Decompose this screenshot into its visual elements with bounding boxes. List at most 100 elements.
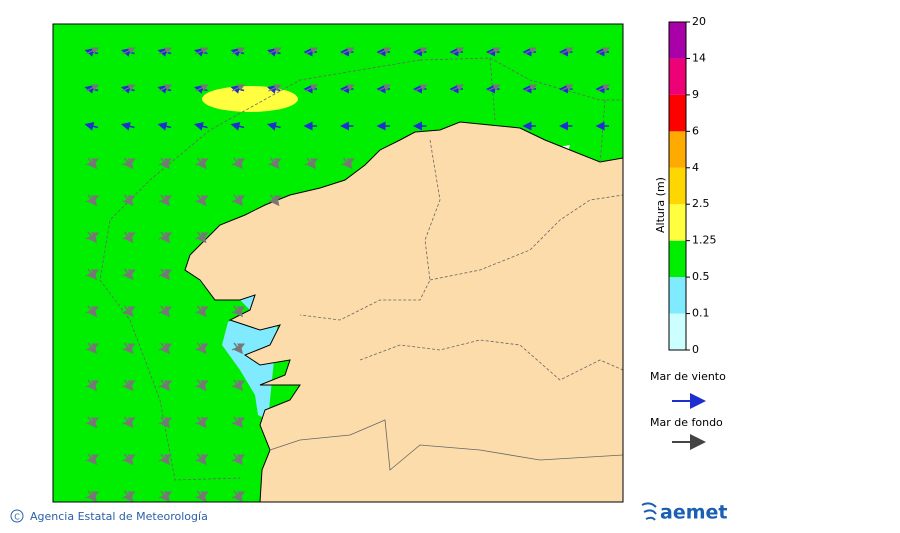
colorbar-segment (669, 204, 686, 241)
arrow (85, 454, 100, 462)
arrow (158, 417, 173, 425)
colorbar-tick-label: 6 (692, 124, 699, 137)
arrow (560, 47, 574, 55)
arrow (231, 343, 246, 351)
arrow (194, 121, 208, 131)
arrow (231, 417, 246, 425)
arrow (414, 84, 428, 92)
arrow (195, 158, 209, 166)
colorbar-tick-label: 0.5 (692, 270, 710, 283)
arrow (231, 491, 246, 499)
arrow (304, 84, 319, 92)
arrow (122, 454, 136, 462)
arrow (341, 47, 355, 55)
colorbar-segment (669, 167, 686, 205)
arrow (158, 343, 173, 351)
colorbar-segment (669, 58, 686, 95)
arrow (596, 47, 611, 55)
arrow (231, 306, 246, 314)
copyright-icon (10, 509, 24, 523)
colorbar-segment (669, 240, 686, 278)
arrow (341, 84, 355, 92)
arrow (195, 84, 209, 92)
colorbar-tick-label: 0 (692, 343, 699, 356)
arrow (85, 232, 100, 240)
arrow (157, 121, 172, 131)
arrow-field (84, 47, 611, 502)
arrow (341, 158, 355, 166)
arrow (231, 380, 246, 388)
colorbar-tick-label: 9 (692, 88, 699, 101)
logo-icon (641, 502, 657, 521)
arrow (158, 158, 173, 166)
logo-text: aemet (660, 502, 727, 524)
arrow (158, 491, 173, 499)
arrow (158, 306, 173, 314)
arrow (195, 454, 209, 462)
arrow (158, 380, 173, 388)
arrow (158, 269, 173, 277)
colorbar-segment (669, 313, 686, 350)
colorbar-segment (669, 94, 686, 132)
colorbar-tick-label: 14 (692, 51, 706, 64)
colorbar-tick-label: 20 (692, 15, 706, 28)
arrow (122, 195, 136, 203)
wave-patch (202, 86, 298, 112)
arrow (84, 121, 99, 131)
arrow (122, 232, 136, 240)
arrow (231, 454, 246, 462)
colorbar-segment (669, 22, 686, 59)
arrow (85, 491, 100, 499)
arrow (158, 232, 173, 240)
arrow (304, 47, 319, 55)
arrow (231, 158, 246, 166)
arrow (596, 84, 611, 92)
arrow (268, 195, 282, 203)
arrow (158, 84, 173, 92)
arrow (195, 47, 209, 55)
arrow (158, 454, 173, 462)
arrow (450, 47, 465, 55)
arrow (414, 47, 428, 55)
arrow (267, 121, 281, 131)
legend-label: Mar de viento (650, 370, 726, 383)
arrow (195, 195, 209, 203)
colorbar-tick-label: 4 (692, 161, 699, 174)
arrow (85, 306, 100, 314)
arrow (122, 380, 136, 388)
arrow (231, 47, 246, 55)
arrow (122, 417, 136, 425)
province-border (299, 139, 441, 321)
country-border (269, 419, 623, 471)
arrow (85, 380, 100, 388)
arrow (121, 121, 135, 131)
land (184, 121, 623, 502)
arrow (195, 232, 209, 240)
arrow (195, 380, 209, 388)
legend-label: Mar de fondo (650, 416, 723, 429)
arrow (230, 121, 245, 131)
arrow (122, 47, 136, 55)
arrow (122, 491, 136, 499)
arrow (85, 269, 100, 277)
arrow (450, 84, 465, 92)
colorbar-label: Altura (m) (654, 177, 667, 233)
arrow (231, 84, 246, 92)
arrow (377, 84, 392, 92)
arrow (523, 84, 538, 92)
arrow (158, 195, 173, 203)
arrow (195, 343, 209, 351)
arrow (231, 195, 246, 203)
colorbar-tick-label: 1.25 (692, 234, 717, 247)
arrow (268, 84, 282, 92)
arrow (523, 47, 538, 55)
colorbar: 0 0.1 0.5 1.25 2.5 4 6 9 14 20 (668, 15, 717, 356)
colorbar-tick-label: 2.5 (692, 197, 710, 210)
footer-credit: Agencia Estatal de Meteorología (30, 510, 208, 523)
colorbar-frame (668, 21, 687, 351)
colorbar-segment (669, 277, 686, 314)
arrow (268, 47, 282, 55)
arrow (304, 158, 319, 166)
arrow (85, 47, 100, 55)
